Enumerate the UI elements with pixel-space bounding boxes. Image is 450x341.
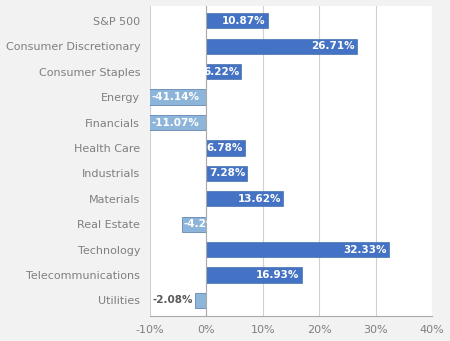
Bar — [207, 39, 357, 54]
Bar — [182, 217, 207, 232]
Text: 16.93%: 16.93% — [256, 270, 300, 280]
Bar — [0, 89, 207, 105]
Text: 32.33%: 32.33% — [343, 244, 387, 255]
Text: -4.29%: -4.29% — [184, 219, 224, 229]
Bar — [207, 242, 389, 257]
Text: 7.28%: 7.28% — [209, 168, 245, 178]
Bar — [207, 140, 245, 155]
Text: -2.08%: -2.08% — [153, 295, 194, 306]
Text: 6.78%: 6.78% — [206, 143, 243, 153]
Bar — [194, 293, 207, 308]
Bar — [207, 166, 248, 181]
Text: -11.07%: -11.07% — [152, 118, 199, 128]
Text: -41.14%: -41.14% — [152, 92, 200, 102]
Text: 10.87%: 10.87% — [222, 16, 266, 26]
Text: 26.71%: 26.71% — [311, 41, 355, 51]
Bar — [207, 13, 268, 28]
Bar — [207, 191, 283, 206]
Bar — [207, 64, 242, 79]
Text: 13.62%: 13.62% — [238, 194, 281, 204]
Bar — [207, 267, 302, 283]
Text: 6.22%: 6.22% — [203, 66, 239, 77]
Bar — [144, 115, 207, 130]
